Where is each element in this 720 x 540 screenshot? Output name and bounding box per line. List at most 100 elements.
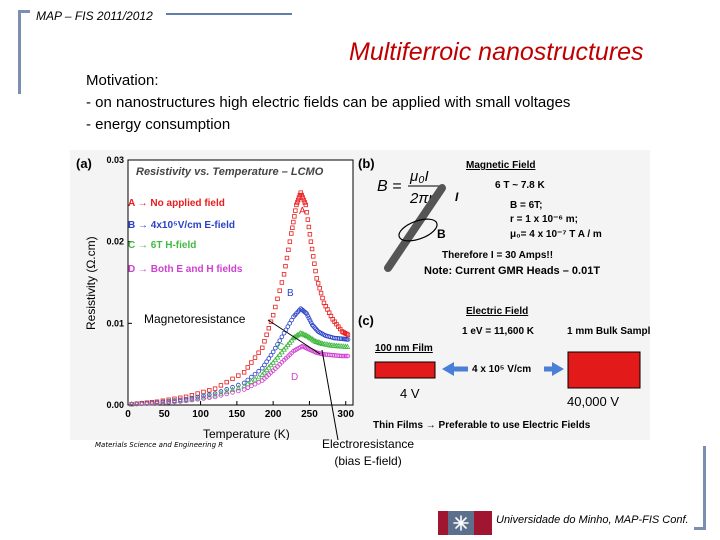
series-c-point <box>312 338 319 344</box>
legend: A → No applied field B → 4x10⁵V/cm E-fie… <box>128 198 243 275</box>
series-c-point <box>313 338 320 344</box>
series-d-point <box>166 400 171 405</box>
series-a-point <box>295 200 300 205</box>
series-d-point <box>195 396 200 402</box>
series-c-point <box>218 390 224 396</box>
series-c-point <box>274 354 281 360</box>
series-a-point <box>236 373 241 378</box>
magnetoresistance-callout: Magnetoresistance <box>142 311 248 327</box>
series-c-point <box>344 343 351 350</box>
series-a-point <box>309 246 315 252</box>
series-c-point <box>144 399 150 406</box>
electroresistance-callout: Electroresistance (bias E-field) <box>322 436 414 470</box>
series-a-point <box>270 312 276 318</box>
plot-frame <box>127 159 354 406</box>
series-d-point <box>149 401 155 406</box>
ev-line: 1 eV = 11,600 K <box>462 326 535 337</box>
series-b-point <box>273 345 278 351</box>
panel-c-title: Electric Field <box>466 306 528 317</box>
series-c-point <box>279 348 285 355</box>
y-tick-label: 0.02 <box>106 237 124 247</box>
therefore-line: Therefore I = 30 Amps!! <box>442 250 553 261</box>
series-b-point <box>289 317 294 323</box>
series-a-point <box>315 281 321 286</box>
series-b-point <box>279 334 285 340</box>
series-c-point <box>171 397 178 404</box>
bulk-voltage: 40,000 V <box>567 394 619 409</box>
series-c-point <box>318 339 324 346</box>
series-b-point <box>256 368 261 374</box>
y-tick-label: 0.00 <box>106 400 124 410</box>
field-arrow-right <box>552 362 564 376</box>
series-b-point <box>275 342 280 347</box>
legend-item-b: B → 4x10⁵V/cm E-field <box>128 220 235 231</box>
series-a-point <box>306 224 312 230</box>
series-b-point <box>303 310 308 315</box>
series-a-point <box>303 202 309 208</box>
motivation-bullet: - on nanostructures high electric fields… <box>86 94 571 111</box>
series-d-point <box>189 397 195 403</box>
series-d-point <box>154 401 160 406</box>
field-loop <box>398 218 438 242</box>
conclusion: Thin Films → Preferable to use Electric … <box>373 420 591 431</box>
series-d-point <box>201 396 206 401</box>
series-a-point <box>277 288 282 293</box>
series-a-point <box>264 332 269 337</box>
series-a-point <box>345 332 351 337</box>
motivation-bullet: - energy consumption <box>86 116 231 133</box>
x-tick-label: 200 <box>265 409 282 420</box>
panel-b-line: μ₀= 4 x 10⁻⁷ T A / m <box>510 229 602 240</box>
panel-b-line: r = 1 x 10⁻⁶ m; <box>510 214 578 225</box>
series-d-point <box>134 401 140 407</box>
series-d-point <box>144 401 150 406</box>
series-b-point <box>345 337 351 342</box>
course-header: MAP – FIS 2011/2012 <box>36 9 153 23</box>
bulk-label: 1 mm Bulk Sample <box>567 326 650 337</box>
header-rule <box>166 13 292 15</box>
series-a-point <box>305 217 311 222</box>
field-value-bg <box>468 360 544 376</box>
series-a-point <box>262 339 267 344</box>
series-d-point <box>337 353 342 359</box>
series-a-point <box>284 255 290 261</box>
series-d-point <box>249 383 254 389</box>
series-d-point <box>224 391 230 397</box>
series-b-point <box>262 362 267 368</box>
curve-label-a: A <box>299 206 306 217</box>
series-d-point <box>342 353 347 359</box>
footer-text: Universidade do Minho, MAP-FIS Conf. <box>496 514 689 526</box>
field-value: 4 x 10⁵ V/cm <box>472 364 531 375</box>
series-a-point <box>266 326 272 331</box>
y-tick-label: 0.03 <box>106 155 124 165</box>
series-c-point <box>315 339 322 345</box>
series-c-point <box>165 398 172 404</box>
panel-c-label: (c) <box>358 313 374 328</box>
series-a-point <box>301 197 306 203</box>
series-b-point <box>264 359 269 365</box>
series-b-point <box>310 322 315 328</box>
series-b-point <box>241 380 247 386</box>
series-a-point <box>212 386 218 391</box>
axis-ticks: 0 50 100 150 200 250 300 0.00 0.01 0.02 0.03 <box>106 155 354 420</box>
panel-b-line: 6 T ~ 7.8 K <box>495 180 546 191</box>
x-tick-label: 0 <box>125 409 131 420</box>
field-b-label: B <box>437 227 446 241</box>
series-d-point <box>230 390 235 395</box>
series-c-point <box>177 397 184 403</box>
film-voltage: 4 V <box>400 386 420 401</box>
series-c-point <box>138 400 145 406</box>
series-a-point <box>230 376 235 382</box>
wire-illustration <box>384 184 446 272</box>
series-a-point <box>314 276 319 281</box>
series-a-point <box>298 190 303 195</box>
series-b-point <box>313 326 319 332</box>
series-c-point <box>296 330 303 337</box>
series-d-point <box>206 395 212 400</box>
series-a-point <box>207 388 212 393</box>
series-b-point <box>268 352 274 358</box>
electroresistance-line: Electroresistance <box>322 437 415 451</box>
series-b-point <box>270 349 276 355</box>
series-b-point <box>311 323 316 329</box>
legend-item-c: C → 6T H-field <box>128 240 196 251</box>
motivation-block: Motivation: - on nanostructures high elec… <box>86 70 570 136</box>
